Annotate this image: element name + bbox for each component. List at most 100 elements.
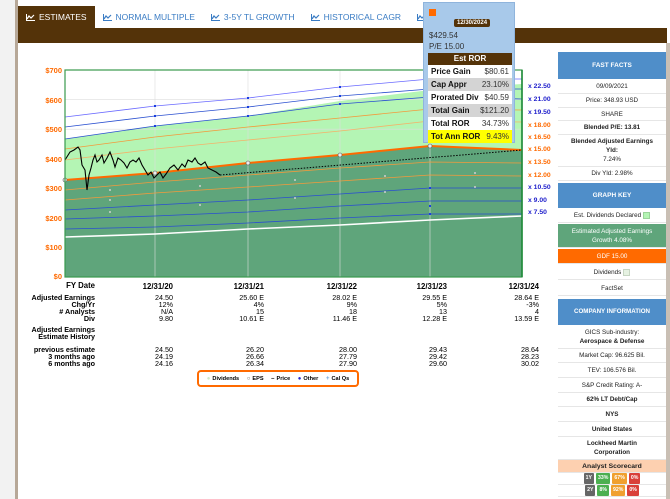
tab-label: ESTIMATES xyxy=(39,12,87,22)
company-info-header: COMPANY INFORMATION xyxy=(558,299,666,325)
legend-item-other[interactable]: ● Other xyxy=(298,376,319,382)
y-tick: $600 xyxy=(45,96,62,105)
right-border xyxy=(666,43,670,499)
y-tick: $0 xyxy=(53,272,62,281)
analysts-value: N/A xyxy=(161,307,173,316)
country-value: United States xyxy=(591,425,633,433)
gics-value: Aerospace & Defense xyxy=(579,338,645,345)
debt-value: 62% LT Debt/Cap xyxy=(586,396,638,403)
multiple-label: x 19.50 xyxy=(528,109,551,116)
legend-item-dividends[interactable]: ● Dividends xyxy=(207,376,239,382)
prev-value: 29.43 xyxy=(429,345,447,354)
scorecard-row-1y: 1Y 33% 67% 0% xyxy=(558,473,666,485)
analysts-value: 15 xyxy=(256,307,264,316)
row-value: $121.20 xyxy=(480,106,509,115)
m3-value: 24.19 xyxy=(155,352,173,361)
multiple-label: x 22.50 xyxy=(528,83,551,90)
legend-label: Other xyxy=(303,375,319,382)
chg-label: Chg/Yr xyxy=(71,300,95,309)
legend-item-cal-qs[interactable]: + Cal Qs xyxy=(326,376,349,382)
m3-value: 26.66 xyxy=(246,352,264,361)
hit-badge: 67% xyxy=(612,473,627,484)
legend-label: EPS xyxy=(252,375,264,382)
line-13-5x xyxy=(64,161,523,191)
fast-facts-earnings-yield: Blended Adjusted Earnings Yld: 7.24% xyxy=(558,135,666,167)
gics-label: GICS Sub-industry: xyxy=(584,329,640,336)
legend-item-price[interactable]: – Price xyxy=(271,376,290,382)
tooltip-row-prorated-div: Prorated Div $40.59 xyxy=(428,91,512,104)
company-gics: GICS Sub-industry: Aerospace & Defense xyxy=(558,326,666,349)
tooltip-row-total-gain: Total Gain $121.20 xyxy=(428,104,512,117)
fast-facts-share: SHARE xyxy=(558,108,666,121)
tab-tl-growth[interactable]: 3-5Y TL GROWTH xyxy=(203,6,303,28)
hit-badge: 92% xyxy=(610,485,626,496)
3m-ago-label: 3 months ago xyxy=(48,352,95,361)
prev-value: 28.00 xyxy=(339,345,357,354)
dividends-dot-icon: ● xyxy=(206,375,211,382)
m6-value: 26.34 xyxy=(246,359,264,368)
fast-facts-date: 09/09/2021 xyxy=(558,80,666,94)
fy-date: 12/31/24 xyxy=(508,282,539,291)
tab-estimates[interactable]: ESTIMATES xyxy=(18,6,95,28)
y-tick: $700 xyxy=(45,66,62,75)
graph-key-factset: FactSet xyxy=(558,281,666,296)
gdf-line xyxy=(64,144,523,181)
chart-icon xyxy=(210,13,220,21)
prev-value: 28.64 xyxy=(521,345,539,354)
y-tick: $100 xyxy=(45,243,62,252)
exchange-value: NYS xyxy=(605,410,619,418)
prev-estimate-label: previous estimate xyxy=(33,345,95,354)
beat-badge: 8% xyxy=(597,485,609,496)
est-div-label: Est. Dividends Declared xyxy=(573,211,642,219)
multiple-label: x 21.00 xyxy=(528,96,551,103)
row-value: $80.61 xyxy=(484,67,509,76)
m6-value: 30.02 xyxy=(521,359,539,368)
row-label: Price Gain xyxy=(431,67,471,76)
div-value: 10.61 E xyxy=(239,314,264,323)
chg-value: -3% xyxy=(526,300,539,309)
chart-icon xyxy=(102,13,112,21)
history-label-2: Estimate History xyxy=(38,332,95,341)
tooltip-pe: P/E 15.00 xyxy=(429,42,465,51)
scorecard-row-2y: 2Y 8% 92% 0% xyxy=(558,485,666,497)
fy-date-label: FY Date xyxy=(66,281,95,290)
dividends-line xyxy=(64,215,523,238)
tooltip-row-total-ror: Total ROR 34.73% xyxy=(428,117,512,130)
row-label: Total Gain xyxy=(431,106,470,115)
div-value: 11.46 E xyxy=(332,314,357,323)
y-tick: $200 xyxy=(45,214,62,223)
chg-value: 5% xyxy=(436,300,447,309)
multiple-label: x 13.50 xyxy=(528,159,551,166)
prev-value: 26.20 xyxy=(246,345,264,354)
chart-icon xyxy=(26,13,35,21)
legend-item-eps[interactable]: ○ EPS xyxy=(247,376,264,382)
tab-historical-cagr[interactable]: HISTORICAL CAGR xyxy=(303,6,409,28)
multiple-label: x 10.50 xyxy=(528,184,551,191)
fast-facts-price: Price: 348.93 USD xyxy=(558,94,666,108)
multiple-label: x 16.50 xyxy=(528,134,551,141)
row-label: Prorated Div xyxy=(431,93,479,102)
tooltip-row-price-gain: Price Gain $80.61 xyxy=(428,65,512,78)
div-value: 12.28 E xyxy=(422,314,447,323)
projection-line xyxy=(219,149,523,176)
tooltip-date: 12/30/2024 xyxy=(454,19,491,27)
adj-earnings-label: Adjusted Earnings xyxy=(31,293,96,302)
chg-value: 9% xyxy=(346,300,357,309)
y-tick: $400 xyxy=(45,155,62,164)
blended-pe-text: Blended P/E: 13.81 xyxy=(583,124,641,131)
fast-facts-blended-pe: Blended P/E: 13.81 xyxy=(558,121,666,135)
tab-normal-multiple[interactable]: NORMAL MULTIPLE xyxy=(95,6,203,28)
multiple-label: x 7.50 xyxy=(528,209,547,216)
other-dot-icon: ● xyxy=(297,375,302,382)
row-value: 9.43% xyxy=(486,132,509,141)
multiple-label: x 18.00 xyxy=(528,122,551,129)
chg-value: 12% xyxy=(158,300,173,309)
div-label: Div xyxy=(83,314,95,323)
m6-value: 29.60 xyxy=(429,359,447,368)
line-12x xyxy=(64,174,523,201)
prev-value: 24.50 xyxy=(155,345,173,354)
eps-value: 28.02 E xyxy=(332,293,357,302)
company-exchange: NYS xyxy=(558,407,666,422)
eps-value: 28.64 E xyxy=(514,293,539,302)
line-9x xyxy=(64,200,522,220)
